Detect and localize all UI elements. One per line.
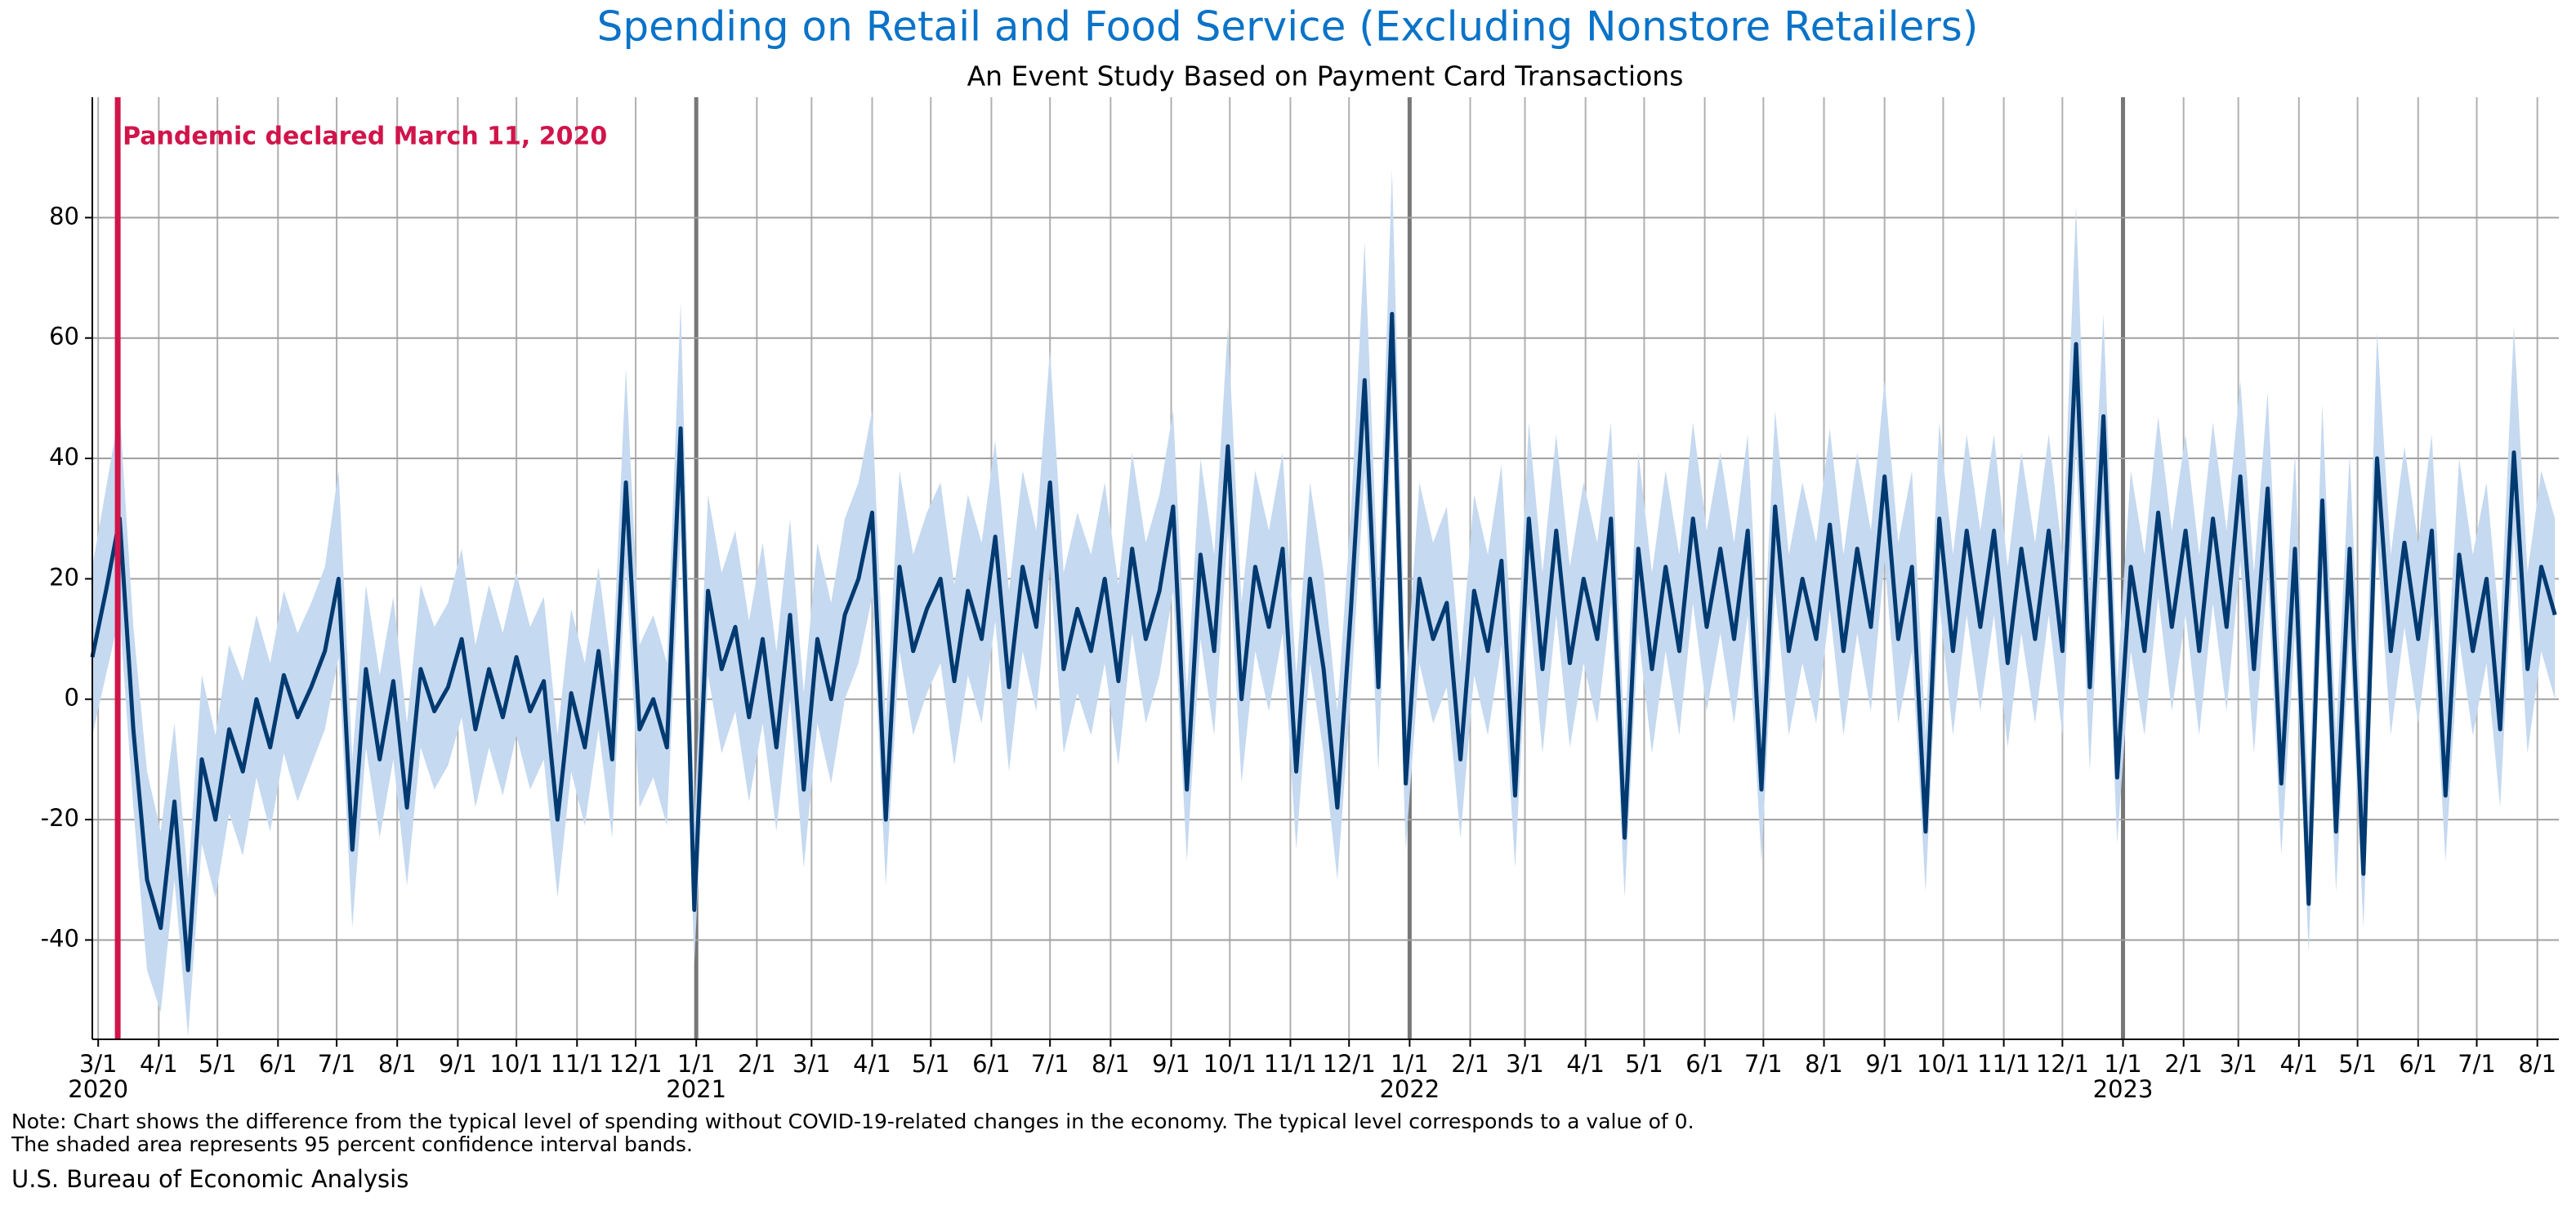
- x-tick-label: 1/1: [677, 1050, 716, 1078]
- x-tick-label: 7/1: [1031, 1050, 1069, 1078]
- x-tick-label: 8/1: [1092, 1050, 1130, 1078]
- year-label: 2023: [2093, 1075, 2154, 1103]
- x-tick-label: 4/1: [2279, 1050, 2318, 1078]
- y-tick-label: 80: [49, 202, 79, 230]
- x-tick-label: 4/1: [140, 1050, 178, 1078]
- x-tick-label: 4/1: [1566, 1050, 1605, 1078]
- confidence-band: [92, 169, 2556, 1037]
- x-tick-label: 11/1: [1977, 1050, 2030, 1078]
- x-tick-label: 3/1: [1506, 1050, 1544, 1078]
- x-tick-label: 7/1: [2458, 1050, 2496, 1078]
- y-tick-label: 40: [49, 443, 79, 471]
- x-tick-label: 6/1: [1685, 1050, 1724, 1078]
- y-tick-label: -20: [41, 804, 79, 832]
- x-tick-label: 8/1: [1805, 1050, 1843, 1078]
- note: Note: Chart shows the difference from th…: [11, 1110, 1694, 1133]
- x-tick-label: 9/1: [1865, 1050, 1904, 1078]
- year-label: 2022: [1379, 1075, 1440, 1103]
- x-tick-label: 10/1: [490, 1050, 543, 1078]
- x-tick-label: 5/1: [2338, 1050, 2377, 1078]
- x-tick-label: 9/1: [439, 1050, 477, 1078]
- year-label: 2020: [68, 1075, 128, 1103]
- x-tick-label: 6/1: [2399, 1050, 2437, 1078]
- x-tick-label: 8/1: [378, 1050, 417, 1078]
- x-tick-label: 2/1: [2164, 1050, 2203, 1078]
- x-tick-label: 5/1: [199, 1050, 237, 1078]
- x-tick-label: 5/1: [912, 1050, 950, 1078]
- y-tick-label: 60: [49, 323, 79, 351]
- event-label: Pandemic declared March 11, 2020: [123, 123, 607, 151]
- x-tick-label: 1/1: [2104, 1050, 2142, 1078]
- x-tick-label: 6/1: [972, 1050, 1011, 1078]
- x-tick-label: 7/1: [318, 1050, 356, 1078]
- y-tick-label: -40: [41, 924, 79, 952]
- chart-subtitle: An Event Study Based on Payment Card Tra…: [967, 60, 1684, 92]
- x-tick-label: 7/1: [1744, 1050, 1783, 1078]
- x-tick-label: 11/1: [551, 1050, 604, 1078]
- x-tick-label: 10/1: [1917, 1050, 1970, 1078]
- source: U.S. Bureau of Economic Analysis: [11, 1165, 408, 1193]
- x-tick-label: 6/1: [259, 1050, 297, 1078]
- x-tick-label: 2/1: [1451, 1050, 1489, 1078]
- x-tick-label: 3/1: [79, 1050, 118, 1078]
- x-tick-label: 10/1: [1203, 1050, 1257, 1078]
- x-tick-label: 3/1: [792, 1050, 831, 1078]
- data-line: [90, 311, 2557, 972]
- chart-title: Spending on Retail and Food Service (Exc…: [597, 3, 1979, 51]
- x-tick-label: 3/1: [2219, 1050, 2257, 1078]
- x-tick-label: 11/1: [1264, 1050, 1317, 1078]
- y-tick-label: 0: [65, 684, 79, 712]
- x-tick-label: 2/1: [738, 1050, 776, 1078]
- x-tick-label: 9/1: [1152, 1050, 1190, 1078]
- x-tick-label: 5/1: [1625, 1050, 1663, 1078]
- x-tick-label: 12/1: [1323, 1050, 1376, 1078]
- x-tick-label: 12/1: [2036, 1050, 2089, 1078]
- x-tick-label: 1/1: [1391, 1050, 1429, 1078]
- y-tick-label: 20: [49, 563, 79, 591]
- x-tick-label: 4/1: [853, 1050, 891, 1078]
- x-tick-label: 8/1: [2518, 1050, 2556, 1078]
- x-tick-label: 12/1: [609, 1050, 662, 1078]
- year-label: 2021: [666, 1075, 726, 1103]
- note: The shaded area represents 95 percent co…: [11, 1132, 693, 1156]
